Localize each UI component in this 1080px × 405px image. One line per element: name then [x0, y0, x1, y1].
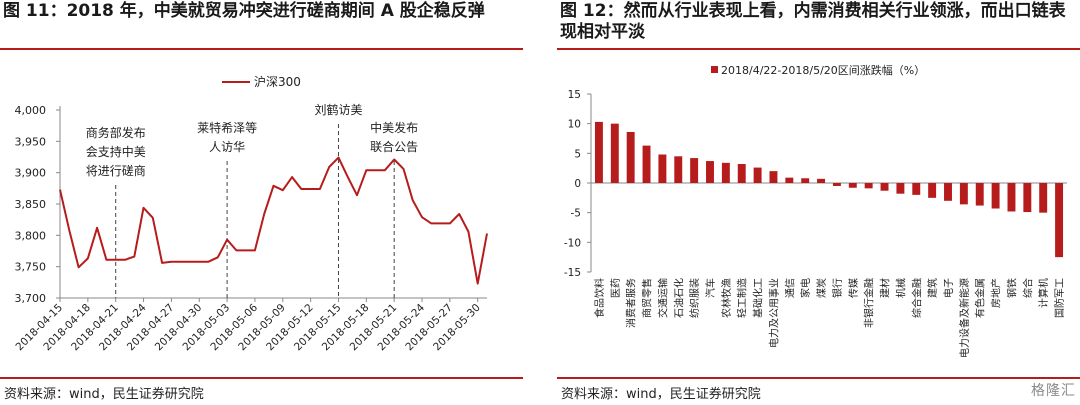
bar [642, 145, 651, 183]
bar [896, 183, 905, 194]
category-label: 消费者服务 [625, 278, 638, 328]
category-label: 交通运输 [656, 278, 669, 318]
y-tick-label: 4,000 [15, 104, 47, 117]
bar [674, 156, 683, 183]
y-tick-label: 0 [574, 178, 581, 190]
figure-12-top-rule [557, 48, 1080, 50]
bar [832, 183, 841, 186]
category-label: 商贸零售 [641, 278, 654, 318]
category-label: 医药 [610, 278, 622, 298]
bar [864, 183, 873, 189]
annotation-text: 会支持中美 [86, 144, 146, 159]
bar [959, 183, 968, 205]
category-label: 电子 [942, 278, 955, 298]
y-tick-label: -5 [571, 208, 581, 220]
category-label: 房地产 [990, 278, 1003, 308]
bar [737, 164, 746, 183]
figure-11-panel: 图 11：2018 年，中美就贸易冲突进行磋商期间 A 股企稳反弹 3,700 3… [0, 0, 523, 405]
bar [785, 177, 794, 183]
category-label: 石油石化 [672, 278, 685, 318]
figure-12-panel: 图 12：然而从行业表现上看，内需消费相关行业领涨，而出口链表现相对平淡 -15… [557, 0, 1080, 405]
category-label: 轻工制造 [736, 278, 749, 318]
legend-label: 2018/4/22-2018/5/20区间涨跌幅（%） [721, 63, 925, 77]
bar [912, 183, 921, 195]
figure-12-bottom-rule [557, 377, 1080, 379]
figure-11-bottom-rule [0, 377, 523, 379]
bar [975, 183, 984, 206]
category-label: 银行 [831, 278, 844, 298]
category-label: 传媒 [848, 278, 860, 298]
y-tick-label: 10 [568, 119, 581, 131]
category-label: 综合金融 [910, 278, 923, 318]
bar [991, 183, 1000, 209]
y-tick-label: 3,750 [15, 261, 47, 274]
category-label: 通信 [784, 278, 796, 298]
bar-chart: -15 -10 -5 0 5 10 15 食品饮料 医药 消费者服务 商贸零售 交通运输 石油石化 纺织服… [564, 63, 1067, 358]
annotation-text: 刘鹤访美 [314, 102, 362, 117]
bar [1039, 183, 1048, 213]
legend-swatch [711, 66, 718, 73]
category-label: 食品饮料 [593, 278, 606, 318]
category-label: 汽车 [704, 278, 717, 298]
bar [626, 131, 635, 183]
category-label: 基础化工 [752, 278, 765, 318]
legend-label: 沪深300 [254, 75, 301, 89]
bar [928, 183, 937, 198]
bar [817, 178, 826, 183]
figure-12-title: 图 12：然而从行业表现上看，内需消费相关行业领涨，而出口链表现相对平淡 [560, 1, 1066, 42]
category-label: 机械 [894, 278, 907, 298]
y-tick-label: 3,950 [15, 135, 47, 148]
figure-11-title: 图 11：2018 年，中美就贸易冲突进行磋商期间 A 股企稳反弹 [3, 1, 485, 21]
y-tick-label: 3,850 [15, 198, 47, 211]
category-label: 建材 [879, 278, 892, 298]
bar [594, 121, 603, 183]
bar [1055, 183, 1064, 258]
y-tick-label: -10 [564, 237, 581, 249]
y-tick-label: 3,800 [15, 229, 47, 242]
y-tick-label: 3,700 [15, 292, 47, 305]
line-chart: 3,7003,7503,8003,8503,9003,9504,0002018-… [13, 75, 488, 353]
y-tick-label: 15 [568, 89, 581, 101]
bar [1023, 183, 1032, 213]
bar [610, 123, 619, 183]
category-label: 家电 [799, 278, 812, 298]
bar [658, 154, 667, 183]
hs300-series-line [59, 156, 488, 285]
bar [721, 162, 730, 183]
y-tick-label: 3,900 [15, 167, 47, 180]
category-label: 煤炭 [815, 278, 828, 298]
bar [769, 171, 778, 183]
annotation-text: 商务部发布 [86, 125, 146, 140]
category-label: 计算机 [1037, 278, 1050, 308]
bar [801, 178, 810, 183]
annotation-text: 将进行磋商 [86, 163, 146, 178]
figure-11-top-rule [0, 48, 523, 50]
category-label: 非银行金融 [863, 278, 876, 328]
y-tick-label: 5 [574, 148, 581, 160]
category-label: 电力设备及新能源 [958, 278, 971, 358]
bar [690, 158, 699, 183]
category-label: 纺织服装 [688, 278, 701, 318]
annotation-text: 中美发布 [370, 120, 418, 135]
category-label: 电力及公用事业 [767, 278, 780, 348]
y-tick-label: -15 [564, 267, 581, 279]
category-label: 建筑 [926, 278, 939, 298]
watermark-logo: 格隆汇 [1031, 383, 1076, 399]
bar [944, 183, 952, 201]
category-label: 国防军工 [1053, 278, 1066, 318]
category-label: 钢铁 [1005, 278, 1018, 298]
category-label: 有色金属 [974, 278, 987, 318]
category-label: 综合 [1021, 278, 1034, 298]
bar [706, 161, 714, 183]
annotation-text: 联合公告 [370, 139, 418, 154]
bar [753, 167, 762, 183]
figure-12-source: 资料来源：wind，民生证券研究院 [561, 387, 761, 402]
bar [1007, 183, 1016, 212]
annotation-text: 莱特希泽等 [197, 120, 257, 135]
bar [848, 183, 857, 188]
bar [880, 183, 889, 191]
annotation-text: 人访华 [209, 140, 245, 154]
category-label: 农林牧渔 [720, 278, 733, 318]
figure-11-source: 资料来源：wind，民生证券研究院 [4, 387, 204, 402]
